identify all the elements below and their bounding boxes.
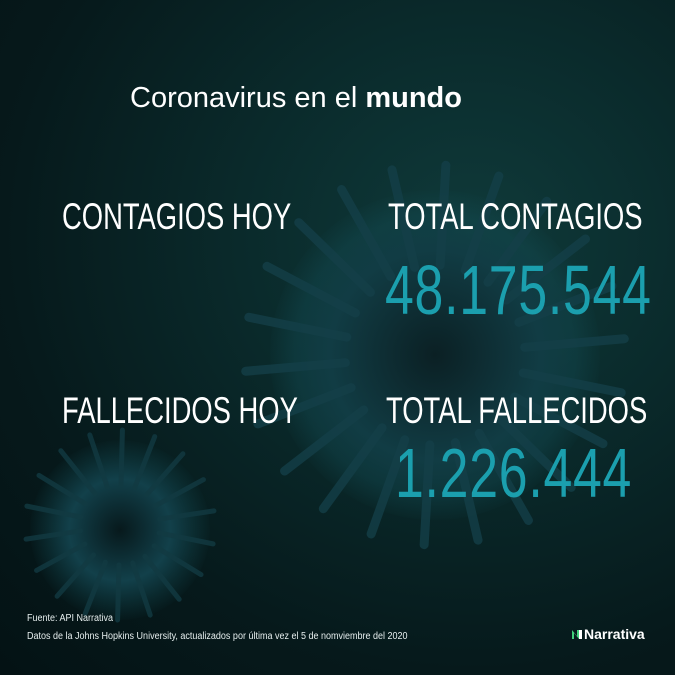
virus-spike	[474, 428, 533, 525]
virus-spike	[280, 405, 369, 476]
virus-spike	[24, 503, 84, 520]
virus-spike	[58, 448, 98, 497]
virus-spike	[130, 560, 153, 618]
virus-spike	[118, 427, 125, 488]
virus-spike	[152, 477, 206, 509]
virus-spike	[518, 368, 626, 398]
virus-spike	[23, 528, 83, 542]
virus-spike	[34, 541, 88, 573]
virus-spike	[337, 185, 396, 282]
virus-spike	[36, 472, 89, 507]
virus-spike	[450, 438, 483, 545]
virus-spike	[244, 312, 352, 342]
virus-spike	[54, 552, 97, 599]
total-contagios-label: TOTAL CONTAGIOS	[388, 196, 643, 237]
total-fallecidos-value: 1.226.444	[395, 434, 633, 512]
virus-spike	[387, 165, 420, 272]
virus-spike	[520, 334, 629, 352]
total-contagios-value: 48.175.544	[385, 251, 652, 329]
virus-spike	[294, 218, 375, 297]
virus-spike	[483, 196, 552, 287]
virus-spike	[132, 434, 158, 491]
virus-spike	[495, 413, 576, 492]
footer-source: Fuente: API Narrativa	[27, 613, 114, 624]
virus-spike	[151, 543, 204, 578]
virus-spike	[241, 358, 350, 376]
virus-spike	[156, 530, 216, 547]
footer-note: Datos de la Johns Hopkins University, ac…	[27, 631, 408, 642]
virus-spike	[115, 562, 122, 623]
logo-text: Narrativa	[584, 626, 645, 642]
virus-spike	[318, 423, 387, 514]
virus-spike	[460, 171, 504, 275]
virus-spike	[253, 383, 356, 429]
fallecidos-hoy-label: FALLECIDOS HOY	[62, 390, 298, 431]
virus-spike	[157, 508, 217, 522]
virus-spike	[435, 160, 451, 270]
virus-spike	[82, 559, 108, 616]
virus-spike	[419, 440, 435, 550]
page-title: Coronavirus en el mundo	[130, 82, 462, 114]
virus-spike	[143, 451, 186, 498]
virus-spike	[501, 234, 590, 305]
virus-spike	[366, 435, 410, 539]
virus-spike	[510, 392, 608, 449]
virus-spike	[514, 281, 617, 327]
narrativa-logo-icon	[572, 629, 582, 639]
total-fallecidos-label: TOTAL FALLECIDOS	[386, 390, 648, 431]
narrativa-logo: Narrativa	[571, 626, 645, 642]
virus-spike	[142, 553, 182, 602]
virus-spike	[87, 432, 110, 490]
contagios-hoy-label: CONTAGIOS HOY	[62, 196, 292, 237]
virus-spike	[262, 261, 360, 318]
